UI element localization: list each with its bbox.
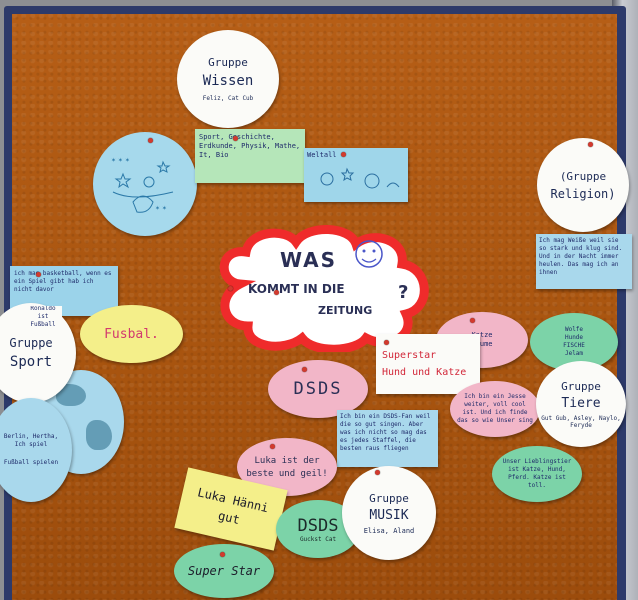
dsds-pink-oval: DSDS	[268, 360, 368, 418]
gruppe-musik-title-2: MUSIK	[369, 507, 409, 523]
tiere-green-text: Unser Lieblingstier ist Katze, Hund, Pfe…	[502, 458, 572, 489]
dsds-fan-card: Ich bin ein DSDS-Fan weil die so gut sin…	[337, 410, 438, 467]
superstar-oval-label: Super Star	[187, 564, 261, 578]
religion-text: Ich mag Weiße weil sie so stark und klug…	[539, 237, 623, 276]
dsds-green-label: DSDS	[297, 515, 339, 536]
weltall-card: Weltall	[304, 148, 408, 202]
gruppe-tiere-members: Gut Gub, Asley, Naylo, Feryde	[541, 414, 621, 429]
pin	[233, 136, 238, 141]
gruppe-sport-title-2: Sport	[9, 354, 53, 370]
gruppe-religion-title-1: (Gruppe	[559, 169, 607, 183]
katze-text: Katze	[471, 331, 493, 339]
tier-note-text: Ich bin ein Jesse weiter, voll cool ist.…	[457, 393, 533, 424]
cloud-line-2: KOMMT IN DIE	[248, 282, 345, 296]
svg-text:✶ ✶: ✶ ✶	[155, 205, 167, 212]
pin	[228, 286, 233, 291]
tier-pink-note: Ich bin ein Jesse weiter, voll cool ist.…	[450, 381, 540, 437]
gruppe-tiere-circle: Gruppe Tiere Gut Gub, Asley, Naylo, Fery…	[536, 361, 626, 447]
weltall-drawing-icon	[320, 167, 400, 189]
cloud-question: ?	[398, 282, 409, 303]
wissen-topics-text: Sport, Geschichte, Erdkunde, Physik, Mat…	[199, 133, 301, 159]
pin	[470, 318, 475, 323]
pin	[270, 444, 275, 449]
luka-oval-line-2: beste und geil!	[246, 468, 328, 479]
fussball-label: Fusbal.	[104, 326, 159, 342]
superstar-card-line-2: Hund und Katze	[382, 367, 467, 378]
wolfe-line-2: Hunde	[564, 334, 584, 341]
gruppe-religion-circle: (Gruppe Religion)	[537, 138, 629, 232]
pin	[341, 152, 346, 157]
gruppe-musik-title-1: Gruppe	[369, 491, 409, 505]
cloud-line-3: ZEITUNG	[318, 304, 373, 317]
pin	[36, 272, 41, 277]
gruppe-musik-circle: Gruppe MUSIK Elisa, Aland	[342, 466, 436, 560]
gruppe-wissen-title-2: Wissen	[202, 73, 254, 89]
superstar-card-line-1: Superstar	[382, 350, 437, 361]
superstar-card: Superstar Hund und Katze	[376, 334, 480, 394]
cloud-line-1: WAS	[280, 248, 338, 272]
luka-oval-line-1: Luka ist der	[254, 455, 320, 466]
blume-text: Blume	[471, 340, 493, 348]
gruppe-wissen-title-1: Gruppe	[208, 56, 248, 69]
space-drawing-circle: ✶ ✶ ✶ ✶ ✶	[93, 132, 197, 236]
wolfe-line-3: FISCHE	[563, 342, 585, 349]
fussball-oval: Fusbal.	[80, 305, 183, 363]
dsds-fan-text: Ich bin ein DSDS-Fan weil die so gut sin…	[340, 413, 431, 452]
gruppe-wissen-members: Feliz, Cat Cub	[202, 95, 254, 102]
gruppe-musik-members: Elisa, Aland	[363, 526, 415, 535]
dsds-pink-label: DSDS	[293, 379, 343, 399]
svg-text:✶ ✶ ✶: ✶ ✶ ✶	[111, 157, 130, 164]
pin	[220, 552, 225, 557]
gruppe-religion-title-2: Religion)	[550, 186, 616, 201]
pin	[588, 142, 593, 147]
berlin-text: Berlin, Hertha, Ich spiel	[3, 433, 59, 448]
wissen-topics-card: Sport, Geschichte, Erdkunde, Physik, Mat…	[195, 129, 305, 183]
pin	[384, 340, 389, 345]
gruppe-sport-title-1: Gruppe	[9, 336, 53, 350]
basketball-text: ich mag basketball, wenn es ein Spiel gi…	[14, 270, 112, 293]
globe-land-2	[86, 420, 112, 450]
tiere-green-oval: Unser Lieblingstier ist Katze, Hund, Pfe…	[492, 446, 582, 502]
wolfe-line-4: Jelam	[564, 350, 584, 357]
pin	[302, 367, 307, 372]
sport-small-text: Ronaldo ist Fußball	[30, 306, 56, 328]
dsds-green-small: Guckst Cat	[299, 535, 337, 543]
religion-text-card: Ich mag Weiße weil sie so stark und klug…	[536, 234, 632, 289]
weltall-label: Weltall	[307, 151, 337, 159]
gruppe-wissen-circle: Gruppe Wissen Feliz, Cat Cub	[177, 30, 279, 128]
berlin-oval: Berlin, Hertha, Ich spiel Fußball spiele…	[0, 398, 72, 502]
space-drawing-icon: ✶ ✶ ✶ ✶ ✶	[111, 157, 174, 213]
gruppe-tiere-title-1: Gruppe	[561, 379, 601, 393]
fussball-small-text: Fußball spielen	[3, 459, 59, 466]
luka-card-line-2: gut	[216, 508, 242, 528]
zeitung-cloud: WAS KOMMT IN DIE ZEITUNG ?	[210, 224, 432, 352]
sport-small-note: Ronaldo ist Fußball	[24, 306, 62, 328]
pin	[148, 138, 153, 143]
gruppe-tiere-title-2: Tiere	[561, 395, 601, 411]
globe-land-1	[56, 384, 86, 406]
cloud-shape-icon	[219, 225, 429, 352]
pin	[274, 290, 279, 295]
wolfe-line-1: Wolfe	[564, 326, 584, 333]
pin	[375, 470, 380, 475]
